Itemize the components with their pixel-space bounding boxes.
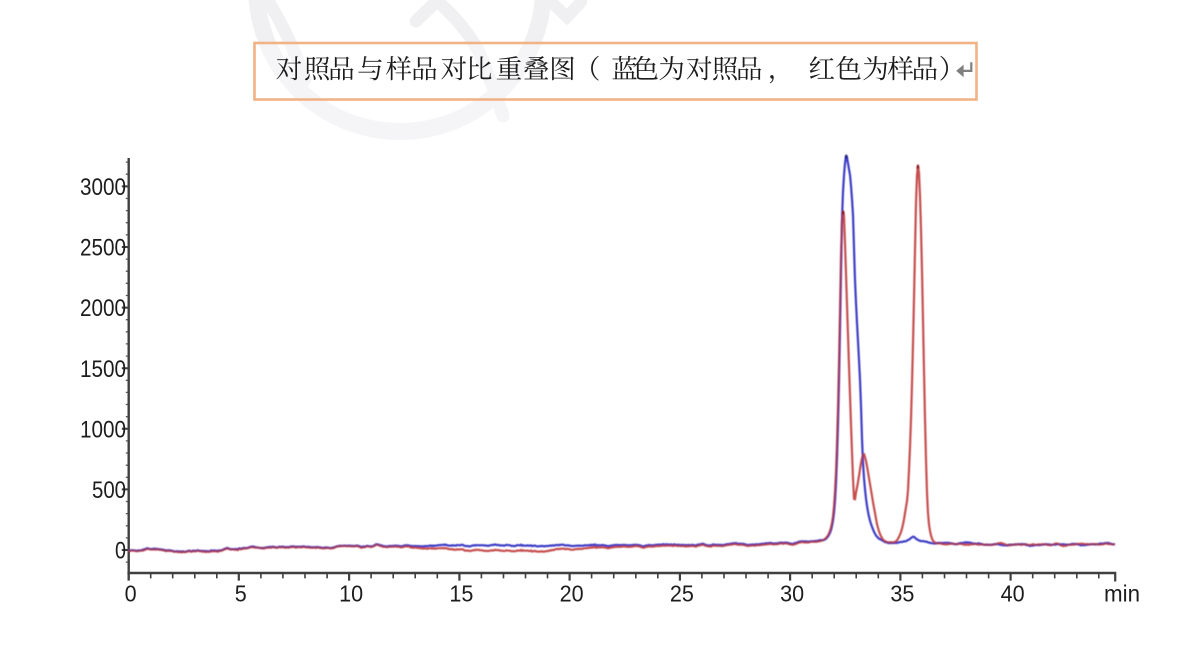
svg-text:10: 10 [339, 581, 363, 607]
svg-text:35: 35 [890, 581, 914, 607]
svg-text:2500: 2500 [80, 235, 126, 262]
svg-text:500: 500 [92, 477, 126, 504]
svg-text:15: 15 [449, 581, 473, 607]
svg-text:20: 20 [560, 581, 584, 607]
svg-text:1000: 1000 [80, 416, 126, 443]
svg-text:5: 5 [235, 581, 247, 607]
svg-text:40: 40 [1001, 581, 1025, 607]
svg-text:0: 0 [125, 581, 137, 607]
svg-text:0: 0 [115, 538, 126, 565]
svg-text:2000: 2000 [80, 295, 126, 322]
svg-text:25: 25 [670, 581, 694, 607]
svg-text:min: min [1104, 581, 1140, 607]
svg-text:30: 30 [780, 581, 804, 607]
svg-text:1500: 1500 [80, 356, 126, 383]
svg-text:3000: 3000 [80, 174, 126, 201]
